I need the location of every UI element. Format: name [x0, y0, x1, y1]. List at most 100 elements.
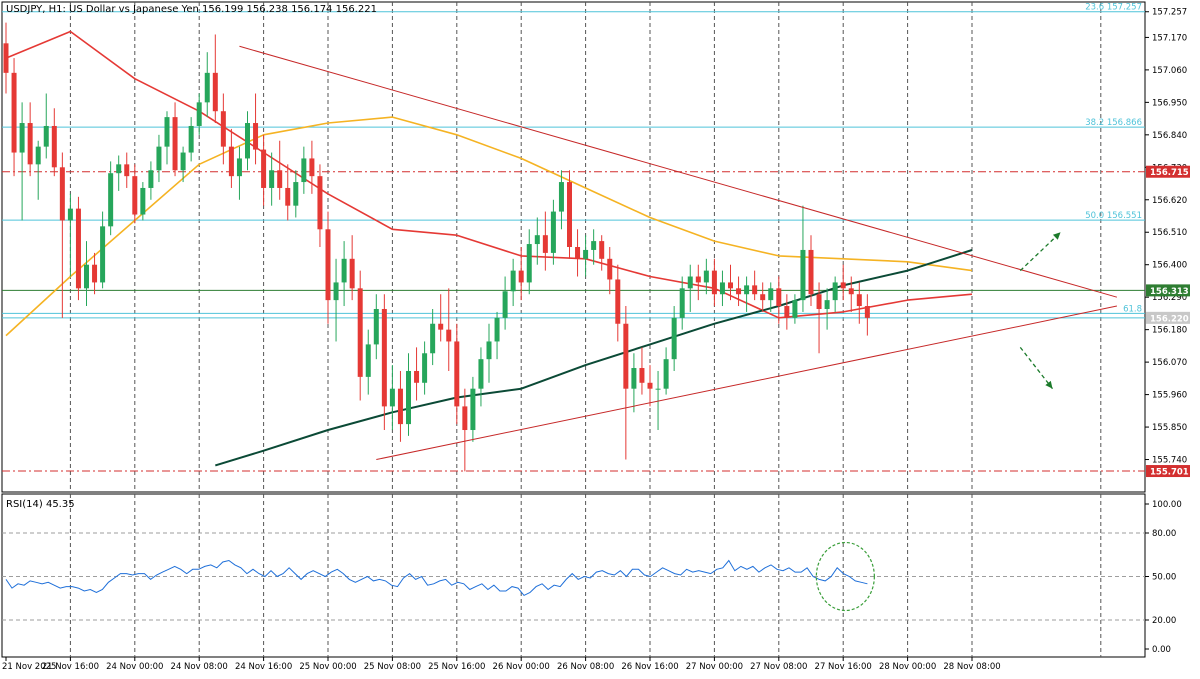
rsi-highlight-circle: [815, 541, 875, 612]
projection-arrow-head: [1052, 232, 1061, 240]
fib-label: 38.2 156.866: [1085, 118, 1142, 128]
candle-body: [494, 317, 500, 342]
candle-body: [3, 43, 9, 73]
candle-body: [430, 323, 436, 354]
candle-body: [583, 249, 589, 259]
candle-body: [486, 341, 492, 360]
candle-body: [116, 164, 122, 174]
symbol-title: USDJPY, H1: US Dollar vs Japanese Yen 15…: [6, 4, 377, 15]
candle-body: [277, 170, 283, 188]
price-label-text: 156.313: [1150, 287, 1189, 297]
price-tick-label: 156.950: [1152, 98, 1187, 108]
candle-body: [470, 388, 476, 431]
candle-body: [687, 276, 693, 289]
candle-body: [309, 158, 315, 177]
rsi-tick-label: 50.00: [1152, 573, 1176, 583]
candle-body: [510, 270, 516, 292]
price-tick-label: 155.740: [1152, 456, 1187, 466]
candle-body: [245, 123, 250, 159]
candle-body: [478, 359, 484, 389]
candle-body: [607, 258, 613, 280]
candle-body: [744, 285, 750, 295]
candle-body: [172, 117, 178, 171]
price-label-text: 155.701: [1150, 468, 1189, 478]
price-label-box: [1146, 311, 1190, 324]
candle-body: [856, 294, 862, 307]
price-tick-label: 155.960: [1152, 391, 1187, 401]
candle-body: [567, 182, 572, 247]
time-tick-label: 28 Nov 08:00: [943, 662, 1000, 672]
time-tick-label: 25 Nov 08:00: [364, 662, 421, 672]
candle-body: [27, 123, 33, 165]
candle-body: [446, 329, 452, 342]
candle-body: [776, 288, 782, 307]
fib-label: 50.0 156.551: [1085, 211, 1142, 221]
time-tick-label: 26 Nov 16:00: [621, 662, 678, 672]
rsi-tick-label: 80.00: [1152, 529, 1176, 539]
candle-body: [228, 146, 234, 177]
price-tick-label: 155.850: [1152, 423, 1187, 433]
rsi-tick-label: 20.00: [1152, 616, 1176, 626]
candle-body: [196, 102, 202, 126]
time-tick-label: 27 Nov 16:00: [815, 662, 872, 672]
candle-body: [285, 187, 291, 206]
projection-arrow-head: [1045, 380, 1053, 389]
candle-body: [711, 270, 717, 295]
candle-body: [180, 152, 186, 171]
candle-body: [647, 382, 653, 389]
candle-body: [840, 282, 846, 289]
candle-body: [623, 323, 629, 389]
time-tick-label: 24 Nov 08:00: [171, 662, 228, 672]
candle-body: [816, 294, 822, 309]
time-tick-label: 25 Nov 16:00: [428, 662, 485, 672]
candle-body: [261, 149, 267, 188]
moving-average-fast: [5, 30, 973, 319]
candle-body: [631, 368, 637, 389]
candle-body: [639, 368, 645, 383]
candle-body: [534, 235, 540, 245]
candle-body: [100, 226, 106, 283]
candle-body: [35, 146, 41, 165]
candle-body: [397, 388, 403, 425]
chart-axes: 157.257 157.170 157.060 156.950 156.840 156.7…: [2, 8, 1190, 672]
time-tick-label: 26 Nov 08:00: [557, 662, 614, 672]
candle-body: [599, 241, 605, 259]
candle-body: [43, 125, 49, 147]
candle-body: [108, 173, 114, 227]
candle-body: [695, 276, 701, 283]
candle-body: [236, 158, 242, 177]
price-frame: [1, 1, 1146, 493]
candle-body: [253, 123, 259, 150]
candle-body: [84, 264, 89, 289]
candle-body: [575, 247, 581, 259]
candle-body: [679, 288, 685, 318]
candle-body: [663, 359, 669, 389]
candle-body: [719, 282, 725, 295]
rsi-panel[interactable]: [1, 493, 1146, 658]
candle-body: [518, 270, 524, 283]
candle-body: [59, 167, 65, 221]
candle-body: [703, 270, 709, 283]
candle-body: [808, 249, 814, 295]
candle-body: [269, 170, 275, 188]
price-label-text: 156.715: [1150, 168, 1189, 178]
price-tick-label: 156.290: [1152, 293, 1187, 303]
candle-body: [422, 353, 428, 383]
candle-body: [832, 282, 838, 301]
price-tick-label: 156.510: [1152, 228, 1187, 238]
candle-body: [526, 244, 532, 283]
price-panel[interactable]: 23.6 157.257 38.2 156.866 50.0 156.551 61.8: [1, 1, 1146, 493]
candle-body: [800, 249, 806, 301]
candle-body: [542, 235, 548, 253]
time-tick-label: 28 Nov 00:00: [879, 662, 936, 672]
time-tick-label: 27 Nov 00:00: [686, 662, 743, 672]
price-tick-label: 156.180: [1152, 326, 1187, 336]
candle-body: [67, 208, 73, 221]
candle-body: [140, 187, 146, 215]
candle-body: [760, 294, 766, 301]
price-label-text: 156.220: [1150, 314, 1189, 324]
candle-body: [373, 308, 379, 345]
candle-body: [848, 288, 854, 295]
